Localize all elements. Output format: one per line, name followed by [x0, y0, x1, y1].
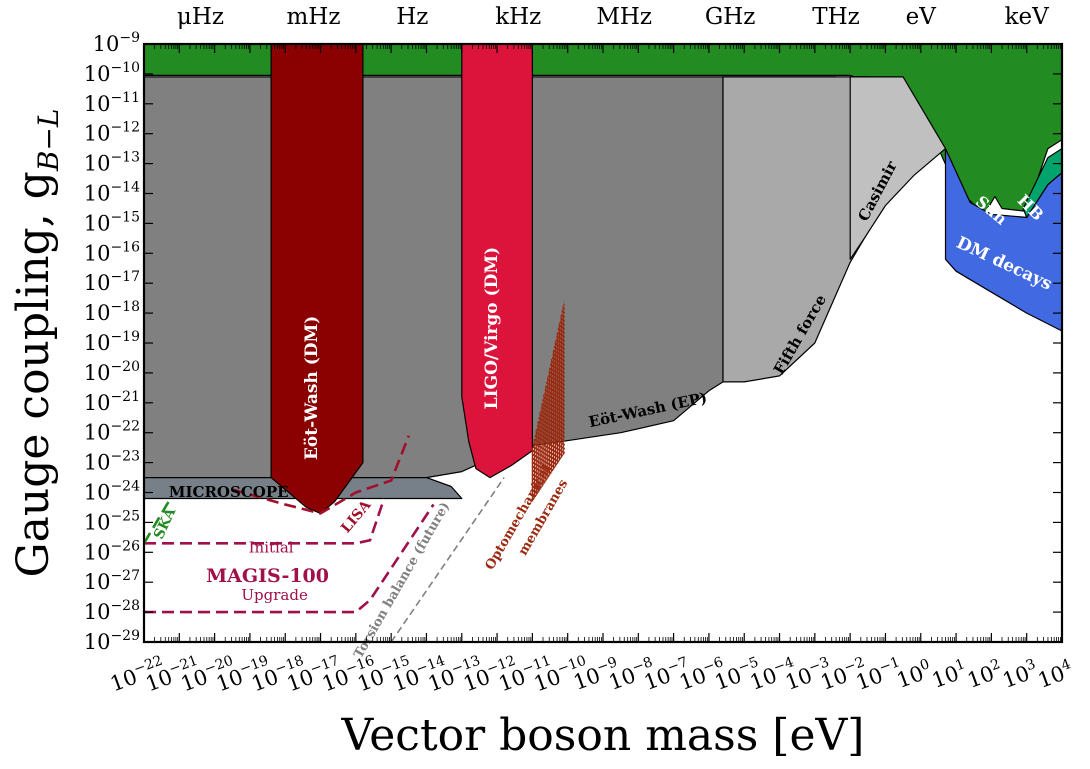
x-tick-label: 10−14 — [389, 653, 451, 697]
top-frequency-labels: μHz mHz Hz kHz MHz GHz THz eV keV — [177, 4, 1049, 30]
y-tick-label: 10−20 — [84, 359, 140, 385]
top-axis-label: GHz — [705, 4, 756, 30]
label-microscope: MICROSCOPE — [169, 483, 289, 501]
x-axis-title: Vector boson mass [eV] — [341, 710, 865, 761]
y-axis-title: Gauge coupling, gB−L — [8, 109, 65, 578]
y-tick-label: 10−28 — [84, 598, 140, 624]
label-magis-initial: Initial — [249, 538, 294, 556]
y-axis-title-subscript: B−L — [32, 109, 65, 173]
x-tick-label: 103 — [999, 656, 1041, 693]
axis-ticks — [143, 43, 1063, 643]
y-tick-label: 10−15 — [84, 209, 140, 235]
top-axis-label: Hz — [396, 4, 428, 30]
region-casimir — [849, 76, 947, 260]
svg-text:Gauge coupling, gB−L: Gauge coupling, gB−L — [8, 109, 65, 578]
constraint-regions — [144, 44, 1062, 515]
region-e-t-wash-dm — [270, 44, 364, 515]
y-tick-label: 10−16 — [84, 239, 140, 265]
y-tick-label: 10−14 — [84, 180, 140, 206]
y-tick-label: 10−9 — [93, 30, 140, 56]
projection-lisa — [231, 435, 411, 515]
y-tick-label: 10−13 — [84, 150, 140, 176]
projection-torsion-balance-future — [390, 477, 505, 642]
top-axis-label: THz — [812, 4, 860, 30]
y-tick-label: 10−18 — [84, 299, 140, 325]
projection-magis-100-initial — [144, 498, 386, 545]
y-tick-label: 10−29 — [84, 628, 140, 654]
y-tick-label: 10−19 — [84, 329, 140, 355]
y-tick-label: 10−12 — [84, 120, 140, 146]
x-tick-label: 102 — [963, 656, 1005, 693]
y-tick-label: 10−25 — [84, 508, 140, 534]
label-eot-wash-dm: Eöt-Wash (DM) — [302, 316, 322, 460]
y-tick-label: 10−26 — [84, 538, 140, 564]
y-tick-label: 10−23 — [84, 449, 140, 475]
region-ligo-virgo-dm — [461, 44, 534, 479]
y-tick-label: 10−24 — [84, 479, 140, 505]
region-sun — [1022, 148, 1062, 218]
y-tick-label: 10−22 — [84, 419, 140, 445]
projection-ska — [144, 500, 170, 544]
top-axis-label: μHz — [177, 4, 224, 30]
x-tick-label: 10−9 — [570, 654, 623, 695]
y-tick-label: 10−21 — [84, 389, 140, 415]
y-tick-label: 10−10 — [84, 60, 140, 86]
region-dm-decays — [944, 148, 1062, 332]
label-magis-title: MAGIS-100 — [206, 565, 329, 587]
x-tick-label: 101 — [928, 656, 970, 693]
top-axis-label: eV — [906, 4, 937, 30]
y-tick-label: 10−17 — [84, 269, 140, 295]
top-axis-label: keV — [1005, 4, 1050, 30]
y-axis-title-main: Gauge coupling, g — [8, 171, 59, 577]
projection-magis-100-upgrade — [144, 503, 435, 614]
label-ligo-virgo-dm: LIGO/Virgo (DM) — [482, 247, 502, 410]
top-axis-label: MHz — [596, 4, 652, 30]
y-tick-label: 10−11 — [84, 90, 140, 116]
optomechanical-projection — [531, 301, 565, 502]
top-axis-label: kHz — [495, 4, 541, 30]
x-tick-label: 10−8 — [605, 654, 658, 695]
y-tick-label: 10−27 — [84, 568, 140, 594]
label-magis-upgrade: Upgrade — [241, 586, 308, 604]
x-tick-label: 104 — [1034, 656, 1076, 693]
top-axis-label: mHz — [286, 4, 340, 30]
projection-curves — [144, 435, 505, 642]
